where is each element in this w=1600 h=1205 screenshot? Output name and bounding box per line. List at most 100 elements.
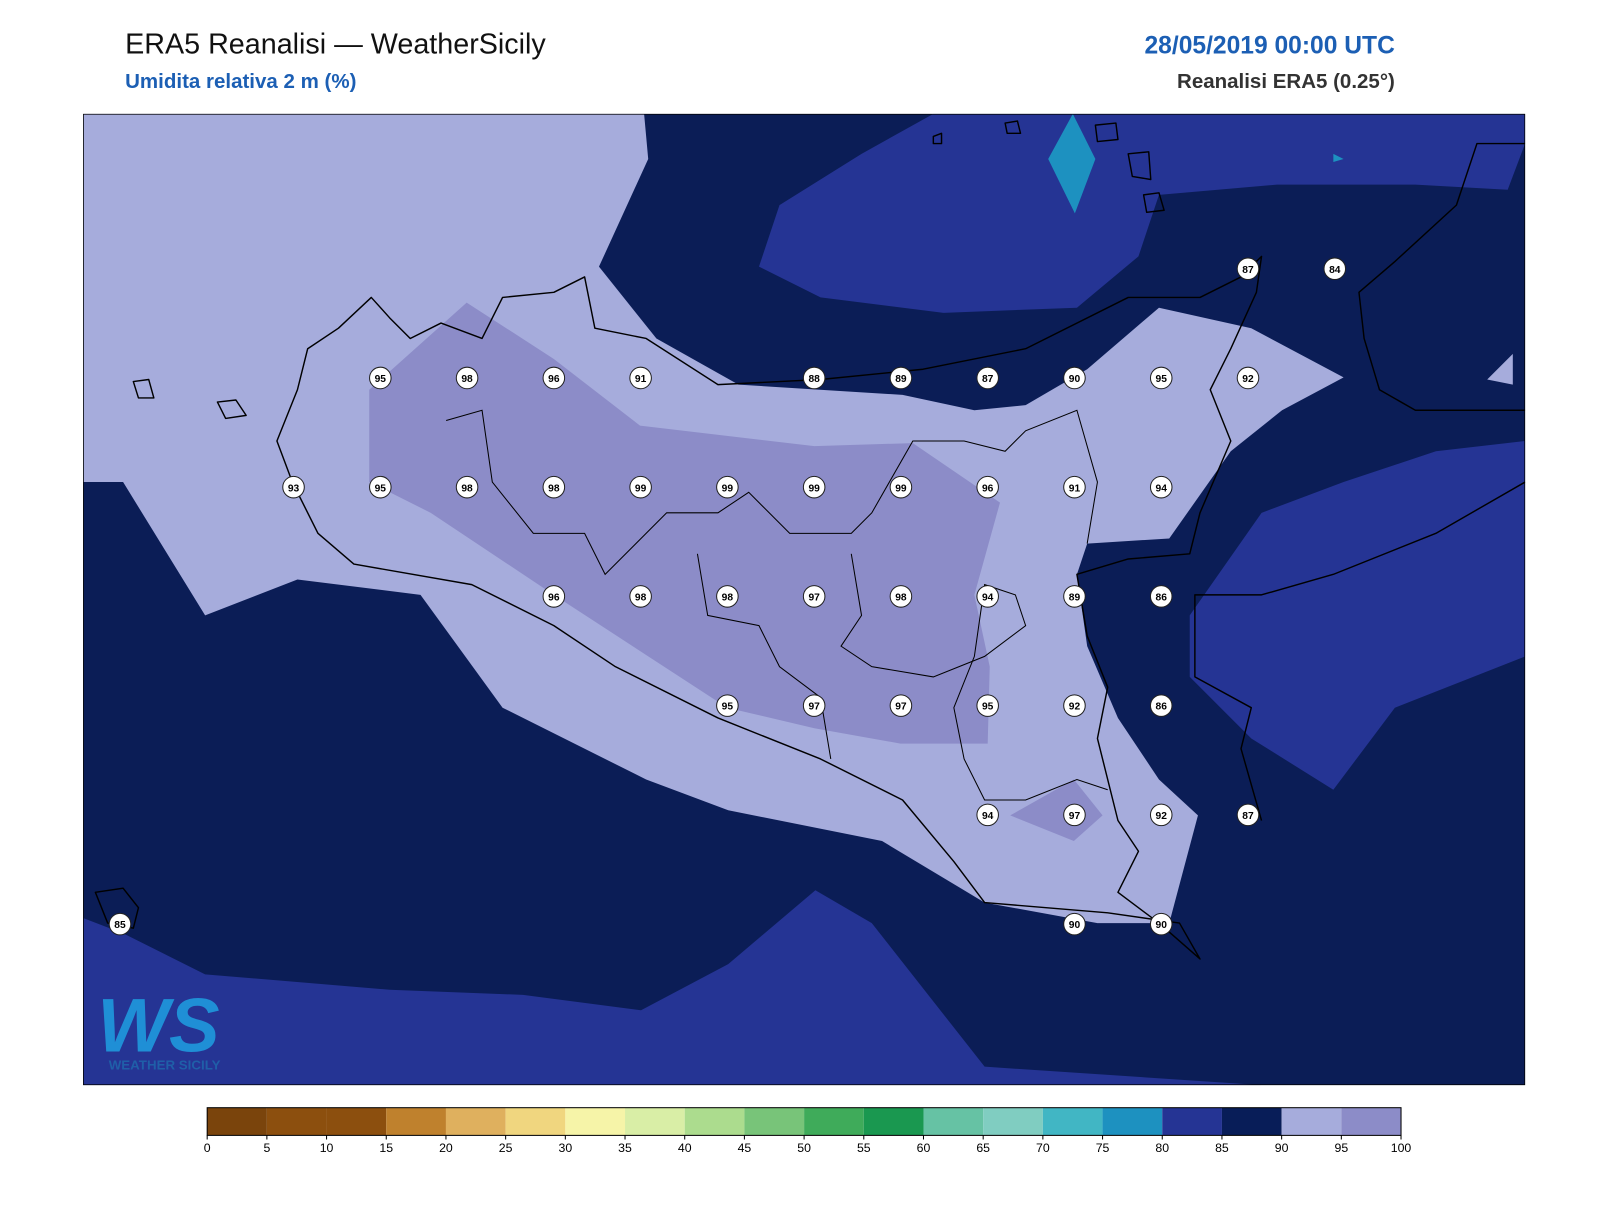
station-value: 99: [808, 483, 820, 494]
station-marker: [1149, 912, 1173, 936]
station: 90: [1063, 366, 1086, 390]
station-value: 98: [722, 593, 734, 604]
colorbar-tick-label: 25: [499, 1141, 513, 1155]
colorbar-tick-label: 0: [204, 1141, 211, 1155]
station-marker: [629, 475, 652, 499]
colorbar-tick-label: 50: [797, 1141, 811, 1155]
station-value: 99: [895, 483, 907, 494]
station-value: 95: [722, 702, 734, 713]
station-marker: [1149, 366, 1173, 390]
station-value: 96: [548, 593, 560, 604]
station-value: 88: [808, 374, 820, 385]
station-value: 92: [1242, 374, 1254, 385]
field-95-100: [369, 302, 1000, 744]
station: 87: [976, 366, 999, 390]
station: 98: [455, 475, 479, 499]
station: 95: [1149, 366, 1173, 390]
logo-text: WEATHER SICILY: [109, 1058, 221, 1073]
station-marker: [1236, 366, 1260, 390]
station: 97: [802, 585, 826, 608]
station-marker: [889, 475, 913, 499]
station-marker: [1149, 585, 1173, 608]
colorbar-tick-label: 80: [1155, 1141, 1169, 1155]
station: 99: [629, 475, 652, 499]
station-value: 95: [1156, 374, 1168, 385]
station: 95: [716, 694, 739, 717]
station: 95: [369, 475, 392, 499]
colorbar-tick-label: 10: [320, 1141, 334, 1155]
station-value: 97: [895, 702, 907, 713]
station-value: 95: [375, 374, 387, 385]
station-marker: [976, 803, 999, 827]
colorbar-segment: [983, 1107, 1043, 1136]
station-value: 95: [375, 483, 387, 494]
station-marker: [976, 585, 999, 608]
colorbar-segment: [1162, 1107, 1222, 1136]
station-value: 97: [808, 702, 820, 713]
station: 90: [1063, 912, 1086, 936]
colorbar-tick-label: 35: [618, 1141, 632, 1155]
colorbar-segment: [445, 1107, 506, 1136]
station-marker: [1063, 803, 1086, 827]
station-marker: [1063, 585, 1086, 608]
station-value: 98: [895, 593, 907, 604]
station-value: 90: [1069, 374, 1081, 385]
colorbar-segment: [266, 1107, 327, 1136]
station: 86: [1149, 585, 1173, 608]
colorbar: 0 5 10 15 20 25 30 35 40 45 50 55 60 65 70 75 80 85 90 95 10…: [204, 1107, 1412, 1155]
colorbar-tick-label: 100: [1391, 1141, 1412, 1155]
colorbar-segment: [684, 1107, 745, 1136]
station-value: 93: [288, 483, 300, 494]
station-value: 92: [1156, 811, 1168, 822]
station-value: 91: [635, 374, 647, 385]
subtitle: Umidita relativa 2 m (%): [125, 70, 356, 93]
station: 90: [1149, 912, 1173, 936]
station-marker: [889, 694, 913, 717]
station-value: 98: [461, 374, 473, 385]
logo-mark: WS: [97, 983, 219, 1068]
station-marker: [629, 366, 652, 390]
colorbar-tick-label: 40: [678, 1141, 692, 1155]
colorbar-segment: [804, 1107, 864, 1136]
station-marker: [369, 366, 392, 390]
station: 92: [1149, 803, 1173, 827]
station-value: 99: [722, 483, 734, 494]
station-marker: [1149, 475, 1173, 499]
field-95-100: [1010, 779, 1103, 842]
source: Reanalisi ERA5 (0.25°): [1177, 70, 1395, 93]
station-marker: [976, 694, 999, 717]
station-marker: [542, 475, 566, 499]
station-value: 97: [1069, 811, 1081, 822]
station: 95: [976, 694, 999, 717]
colorbar-segment: [565, 1107, 626, 1136]
station-marker: [1063, 694, 1086, 717]
station-marker: [802, 366, 826, 390]
station-value: 90: [1069, 920, 1081, 931]
station-marker: [716, 475, 739, 499]
station: 97: [1063, 803, 1086, 827]
colorbar-segment: [1221, 1107, 1282, 1136]
station-marker: [1149, 803, 1173, 827]
station-marker: [1149, 694, 1173, 717]
colorbar-segment: [1102, 1107, 1163, 1136]
station-value: 86: [1156, 702, 1168, 713]
colorbar-segment: [1042, 1107, 1103, 1136]
station: 84: [1323, 257, 1347, 280]
station: 92: [1236, 366, 1260, 390]
station-value: 94: [1156, 483, 1168, 494]
field-80-85: [83, 890, 1262, 1086]
station: 88: [802, 366, 826, 390]
coastline-calabria-west: [1194, 481, 1526, 821]
station-marker: [1063, 366, 1086, 390]
station-marker: [802, 475, 826, 499]
field-80-85: [1189, 441, 1526, 790]
colorbar-tick-label: 15: [379, 1141, 393, 1155]
station-value: 94: [982, 593, 994, 604]
station: 93: [282, 475, 305, 499]
colorbar-segment: [386, 1107, 446, 1136]
station-value: 90: [1156, 920, 1168, 931]
colorbar-tick-label: 20: [439, 1141, 453, 1155]
islands: [94, 120, 1165, 929]
station: 99: [716, 475, 739, 499]
